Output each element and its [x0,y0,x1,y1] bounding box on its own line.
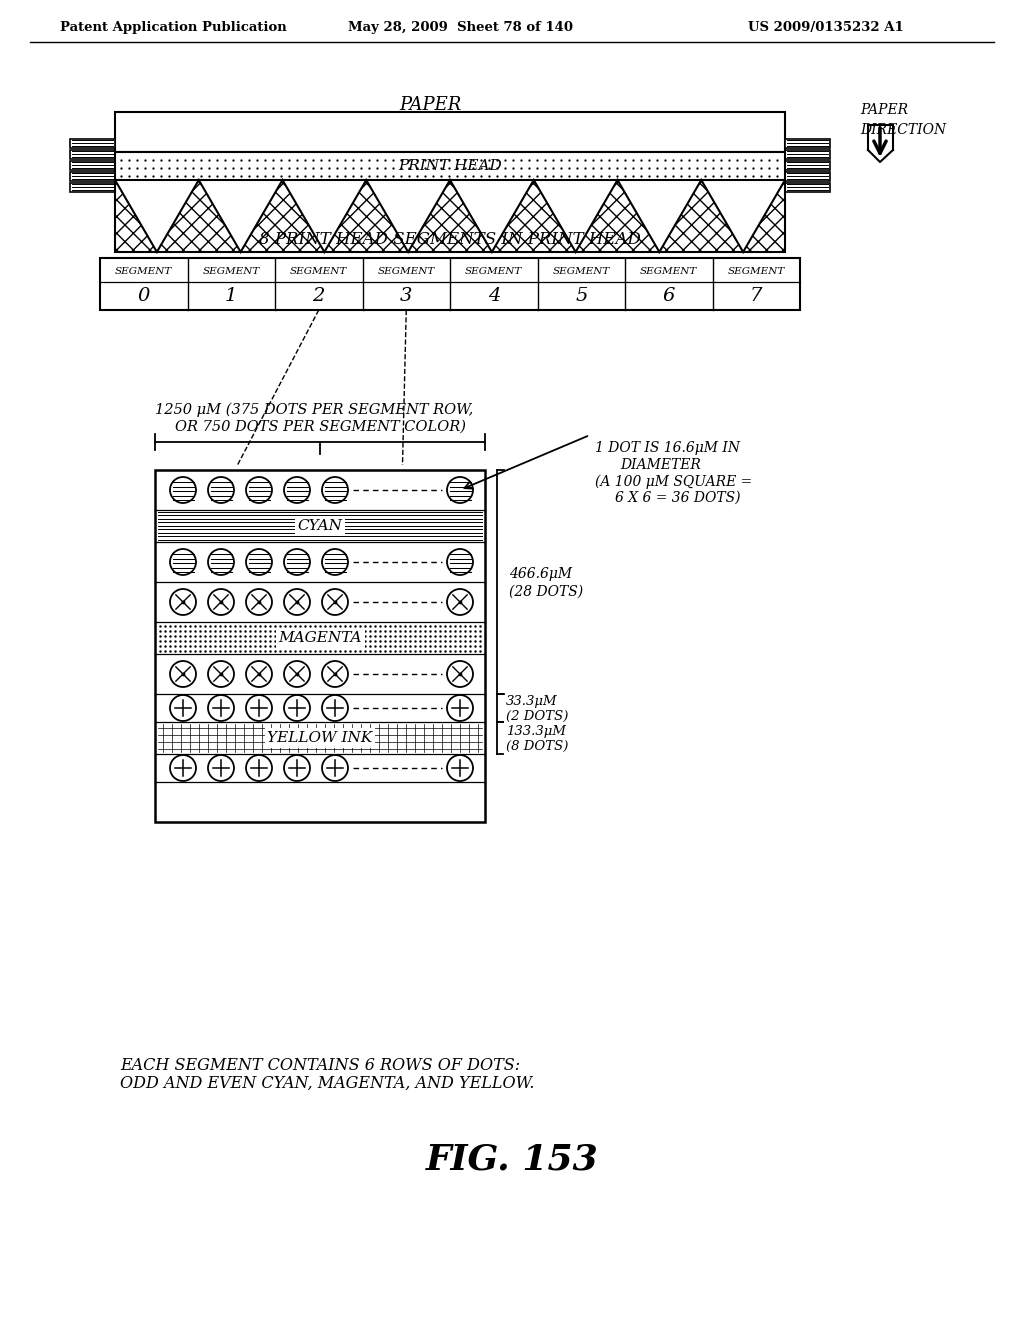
Text: SEGMENT: SEGMENT [203,267,260,276]
Text: SEGMENT: SEGMENT [728,267,784,276]
Text: 3: 3 [400,286,413,305]
Bar [785,183,830,191]
Text: US 2009/0135232 A1: US 2009/0135232 A1 [748,21,904,33]
Text: (8 DOTS): (8 DOTS) [506,739,568,752]
Bar [70,183,115,191]
Circle shape [246,477,272,503]
Circle shape [284,589,310,615]
Bar [785,172,830,181]
Text: 4: 4 [487,286,500,305]
Text: PRINT HEAD: PRINT HEAD [398,158,502,173]
Circle shape [322,755,348,781]
Text: PAPER
DIRECTION: PAPER DIRECTION [860,103,946,137]
Text: SEGMENT: SEGMENT [553,267,610,276]
Circle shape [208,589,234,615]
Text: FIG. 153: FIG. 153 [426,1143,598,1177]
Circle shape [246,661,272,686]
Text: MAGENTA: MAGENTA [279,631,361,645]
Circle shape [246,755,272,781]
Circle shape [322,589,348,615]
Text: OR 750 DOTS PER SEGMENT COLOR): OR 750 DOTS PER SEGMENT COLOR) [175,420,466,434]
Text: PAPER: PAPER [399,96,461,114]
Circle shape [208,549,234,576]
Bar [100,257,800,310]
Text: 133.3μM: 133.3μM [506,726,566,738]
Circle shape [208,477,234,503]
Circle shape [284,755,310,781]
Bar [115,152,785,180]
Circle shape [322,661,348,686]
Text: 5: 5 [575,286,588,305]
Bar [115,112,785,152]
Circle shape [284,696,310,721]
Circle shape [284,549,310,576]
Text: 466.6μM: 466.6μM [509,568,572,581]
Circle shape [447,477,473,503]
Circle shape [447,549,473,576]
Text: 1 DOT IS 16.6μM IN: 1 DOT IS 16.6μM IN [595,441,740,455]
Circle shape [170,477,196,503]
Text: May 28, 2009  Sheet 78 of 140: May 28, 2009 Sheet 78 of 140 [347,21,572,33]
Text: 1250 μM (375 DOTS PER SEGMENT ROW,: 1250 μM (375 DOTS PER SEGMENT ROW, [155,403,473,417]
Circle shape [208,755,234,781]
Text: YELLOW INK: YELLOW INK [267,731,373,744]
Bar [785,139,830,148]
Bar [70,161,115,170]
Bar [155,470,485,822]
Text: CYAN: CYAN [298,519,342,533]
Text: SEGMENT: SEGMENT [640,267,697,276]
Text: SEGMENT: SEGMENT [290,267,347,276]
Text: EACH SEGMENT CONTAINS 6 ROWS OF DOTS:: EACH SEGMENT CONTAINS 6 ROWS OF DOTS: [120,1056,520,1073]
Circle shape [447,661,473,686]
Text: 6 X 6 = 36 DOTS): 6 X 6 = 36 DOTS) [615,491,740,506]
Bar [70,150,115,158]
Circle shape [284,661,310,686]
Text: 8 PRINT HEAD SEGMENTS IN PRINT HEAD: 8 PRINT HEAD SEGMENTS IN PRINT HEAD [259,231,641,248]
Circle shape [447,755,473,781]
Circle shape [447,589,473,615]
Circle shape [170,696,196,721]
Text: SEGMENT: SEGMENT [465,267,522,276]
Text: Patent Application Publication: Patent Application Publication [60,21,287,33]
Text: 6: 6 [663,286,675,305]
Polygon shape [115,180,785,252]
Circle shape [170,755,196,781]
Text: 33.3μM: 33.3μM [506,696,558,709]
Circle shape [322,549,348,576]
Circle shape [246,696,272,721]
Text: DIAMETER: DIAMETER [620,458,700,473]
Circle shape [246,589,272,615]
Text: ODD AND EVEN CYAN, MAGENTA, AND YELLOW.: ODD AND EVEN CYAN, MAGENTA, AND YELLOW. [120,1074,535,1092]
Text: (2 DOTS): (2 DOTS) [506,710,568,722]
Text: 0: 0 [137,286,150,305]
Text: (28 DOTS): (28 DOTS) [509,585,583,599]
Circle shape [208,661,234,686]
Bar [70,172,115,181]
Text: SEGMENT: SEGMENT [378,267,435,276]
Bar [785,150,830,158]
Bar [70,139,115,148]
Circle shape [170,661,196,686]
Circle shape [284,477,310,503]
Text: 1: 1 [225,286,238,305]
Text: SEGMENT: SEGMENT [115,267,172,276]
Text: 2: 2 [312,286,325,305]
Circle shape [447,696,473,721]
Circle shape [322,477,348,503]
Circle shape [170,549,196,576]
Circle shape [170,589,196,615]
Text: 7: 7 [750,286,763,305]
Circle shape [208,696,234,721]
Bar [785,161,830,170]
Circle shape [246,549,272,576]
Circle shape [322,696,348,721]
Text: (A 100 μM SQUARE =: (A 100 μM SQUARE = [595,475,753,490]
